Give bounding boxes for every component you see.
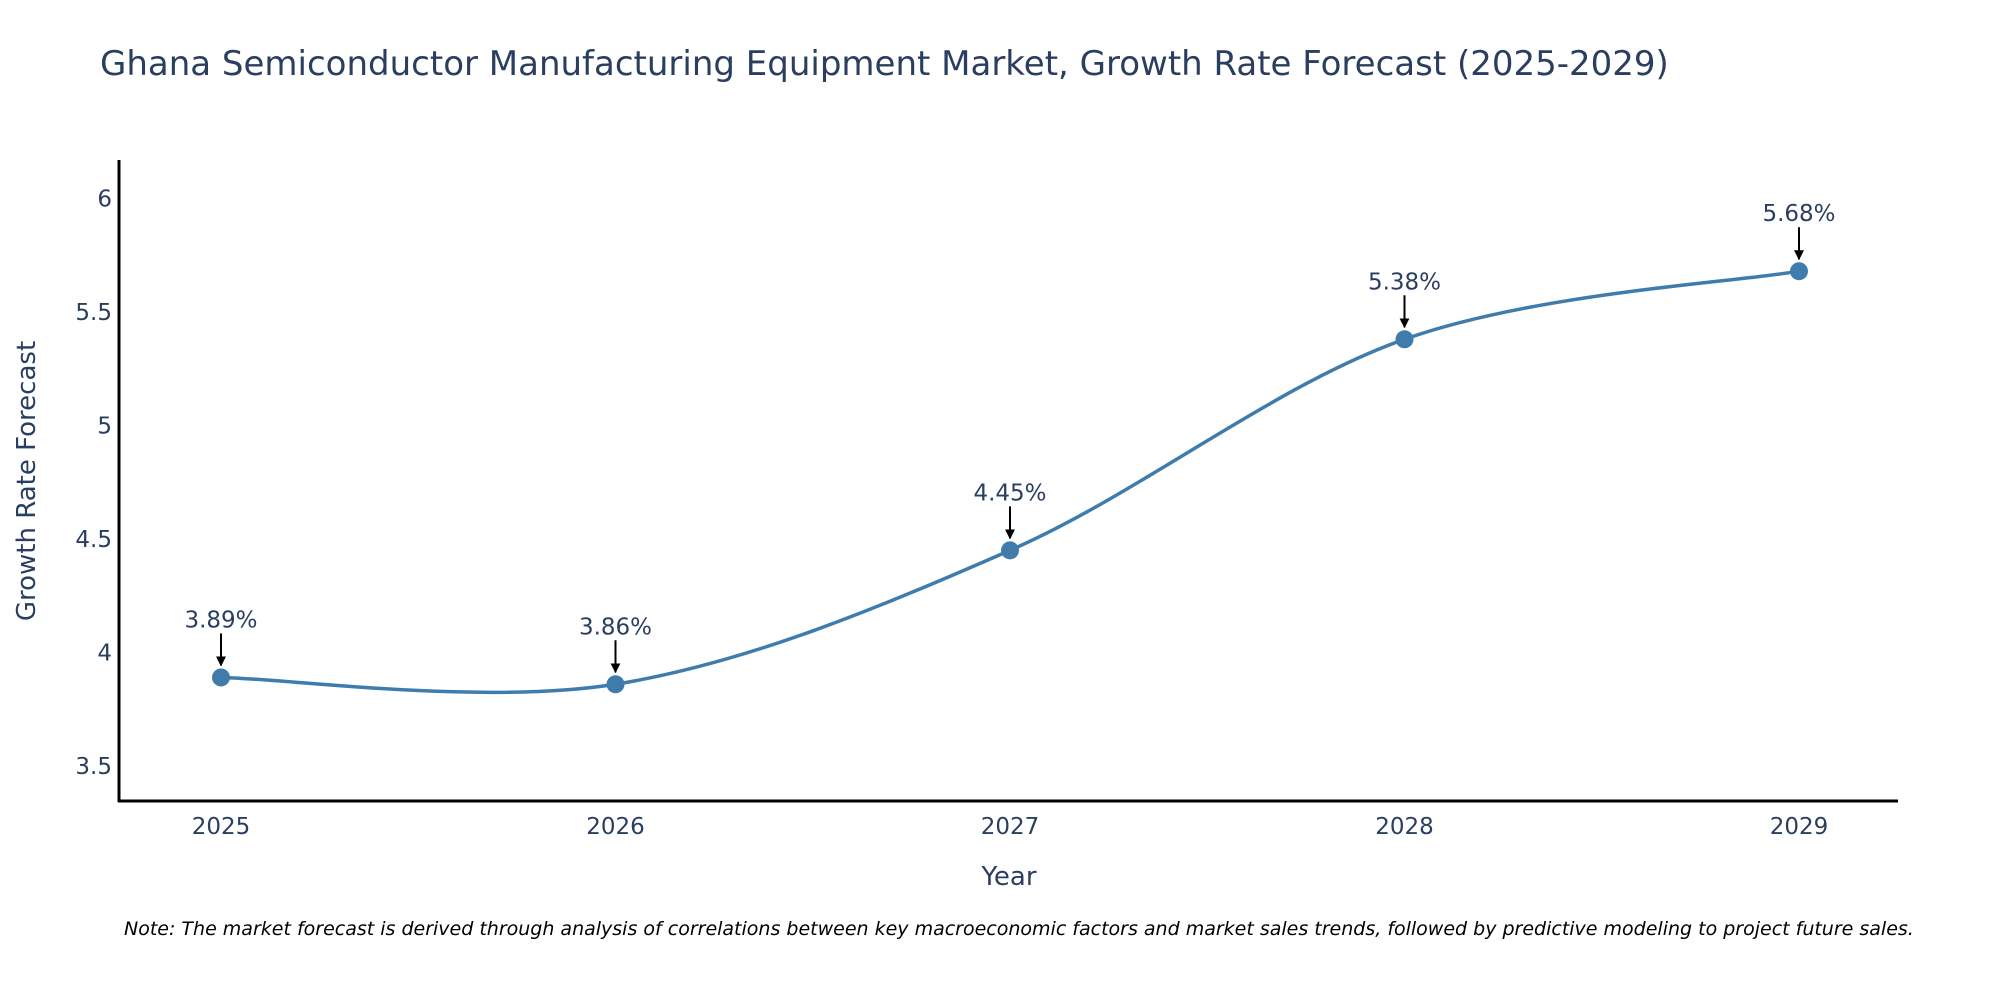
x-axis-title: Year bbox=[980, 862, 1036, 892]
footnote: Note: The market forecast is derived thr… bbox=[124, 918, 1914, 940]
data-label: 5.68% bbox=[1762, 201, 1835, 227]
x-tick-label: 2027 bbox=[981, 814, 1040, 840]
data-label: 3.89% bbox=[184, 607, 257, 633]
x-tick-label: 2026 bbox=[586, 814, 645, 840]
x-tick-label: 2025 bbox=[192, 814, 251, 840]
data-labels: 3.89% 3.86% 4.45% 5.38% 5.68% bbox=[184, 201, 1836, 674]
data-label: 4.45% bbox=[973, 480, 1046, 506]
y-tick-label: 5.5 bbox=[75, 300, 112, 326]
data-point bbox=[212, 668, 230, 687]
x-tick-label: 2029 bbox=[1770, 814, 1829, 840]
data-point bbox=[1001, 541, 1019, 560]
chart-title: Ghana Semiconductor Manufacturing Equipm… bbox=[100, 44, 1669, 84]
data-point bbox=[606, 675, 625, 694]
data-point bbox=[1395, 330, 1414, 349]
x-tick-label: 2028 bbox=[1375, 814, 1434, 840]
data-point bbox=[1790, 262, 1808, 281]
y-tick-label: 4 bbox=[97, 640, 112, 666]
y-tick-label: 3.5 bbox=[75, 754, 112, 780]
y-tick-labels: 3.5 4 4.5 5 5.5 6 bbox=[75, 187, 112, 780]
data-label: 5.38% bbox=[1368, 269, 1441, 295]
y-tick-label: 4.5 bbox=[75, 527, 112, 553]
y-axis-title: Growth Rate Forecast bbox=[12, 341, 42, 621]
data-label: 3.86% bbox=[579, 614, 652, 640]
y-tick-label: 5 bbox=[97, 414, 112, 440]
y-tick-label: 6 bbox=[97, 187, 112, 213]
x-tick-labels: 2025 2026 2027 2028 2029 bbox=[192, 814, 1829, 840]
data-points bbox=[212, 262, 1808, 694]
